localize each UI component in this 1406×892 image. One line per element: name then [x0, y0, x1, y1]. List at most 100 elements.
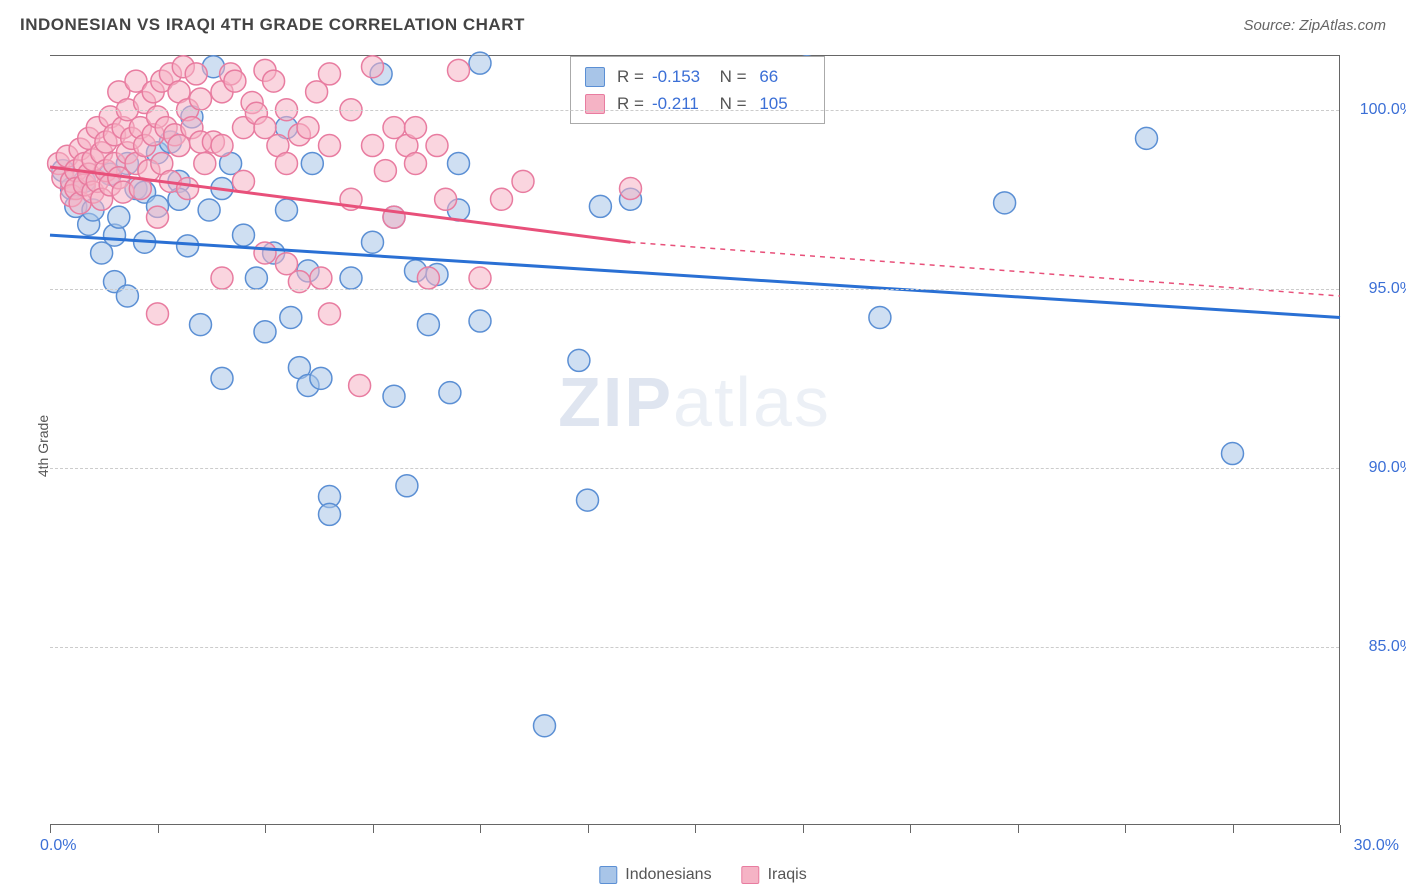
scatter-point	[589, 195, 611, 217]
x-tick	[373, 825, 374, 833]
scatter-point	[319, 63, 341, 85]
scatter-point	[319, 135, 341, 157]
scatter-point	[211, 367, 233, 389]
bottom-legend: Indonesians Iraqis	[599, 866, 806, 884]
scatter-point	[469, 310, 491, 332]
legend-label: Indonesians	[625, 866, 711, 884]
x-tick	[1018, 825, 1019, 833]
scatter-point	[417, 314, 439, 336]
scatter-point	[233, 224, 255, 246]
scatter-point	[108, 206, 130, 228]
x-tick	[50, 825, 51, 833]
scatter-point	[362, 231, 384, 253]
scatter-point	[349, 374, 371, 396]
scatter-point	[994, 192, 1016, 214]
legend-label: Iraqis	[768, 866, 807, 884]
scatter-point	[435, 188, 457, 210]
x-tick	[480, 825, 481, 833]
stat-n-value: 66	[755, 63, 810, 90]
scatter-point	[426, 135, 448, 157]
legend-swatch-icon	[599, 866, 617, 884]
scatter-point	[310, 367, 332, 389]
scatter-point	[396, 475, 418, 497]
x-tick	[158, 825, 159, 833]
scatter-point	[190, 314, 212, 336]
scatter-point	[869, 306, 891, 328]
scatter-point	[211, 135, 233, 157]
chart-header: INDONESIAN VS IRAQI 4TH GRADE CORRELATIO…	[20, 15, 1386, 35]
x-tick	[265, 825, 266, 833]
scatter-point	[301, 152, 323, 174]
scatter-point	[254, 321, 276, 343]
gridline-h	[50, 110, 1339, 111]
scatter-point	[469, 52, 491, 74]
y-tick-label: 85.0%	[1349, 638, 1406, 656]
scatter-point	[448, 59, 470, 81]
scatter-point	[362, 135, 384, 157]
scatter-point	[512, 170, 534, 192]
scatter-point	[340, 267, 362, 289]
stat-r-label: R =	[617, 63, 644, 90]
scatter-point	[185, 63, 207, 85]
y-tick-label: 90.0%	[1349, 459, 1406, 477]
scatter-point	[245, 267, 267, 289]
scatter-point	[198, 199, 220, 221]
chart-title: INDONESIAN VS IRAQI 4TH GRADE CORRELATIO…	[20, 15, 525, 35]
stats-legend-box: R = -0.153 N = 66R =-0.211 N = 105	[570, 56, 825, 124]
scatter-point	[147, 206, 169, 228]
y-axis-label: 4th Grade	[35, 415, 51, 477]
scatter-point	[417, 267, 439, 289]
scatter-point	[310, 267, 332, 289]
x-axis-min-label: 0.0%	[40, 837, 76, 855]
gridline-h	[50, 647, 1339, 648]
y-tick-label: 95.0%	[1349, 280, 1406, 298]
stat-n-label: N =	[715, 90, 747, 117]
scatter-point	[276, 199, 298, 221]
stats-swatch-icon	[585, 67, 605, 87]
x-axis-max-label: 30.0%	[1354, 837, 1399, 855]
scatter-point	[233, 170, 255, 192]
scatter-point	[383, 385, 405, 407]
stats-row: R = -0.153 N = 66	[585, 63, 810, 90]
scatter-point	[297, 117, 319, 139]
scatter-point	[469, 267, 491, 289]
scatter-point	[491, 188, 513, 210]
x-tick	[588, 825, 589, 833]
scatter-point	[405, 152, 427, 174]
x-tick	[803, 825, 804, 833]
scatter-point	[362, 56, 384, 78]
scatter-point	[405, 117, 427, 139]
scatter-point	[448, 152, 470, 174]
legend-item: Iraqis	[742, 866, 807, 884]
scatter-point	[147, 303, 169, 325]
chart-source: Source: ZipAtlas.com	[1243, 17, 1386, 34]
scatter-point	[194, 152, 216, 174]
stats-swatch-icon	[585, 94, 605, 114]
scatter-point	[1222, 443, 1244, 465]
x-tick	[910, 825, 911, 833]
stat-n-label: N =	[715, 63, 747, 90]
stats-row: R =-0.211 N = 105	[585, 90, 810, 117]
scatter-point	[620, 178, 642, 200]
gridline-h	[50, 289, 1339, 290]
scatter-point	[568, 349, 590, 371]
x-tick	[1125, 825, 1126, 833]
scatter-point	[319, 303, 341, 325]
scatter-point	[439, 382, 461, 404]
scatter-point	[276, 152, 298, 174]
regression-line	[50, 167, 631, 242]
legend-item: Indonesians	[599, 866, 711, 884]
scatter-point	[280, 306, 302, 328]
stat-r-label: R =	[617, 90, 644, 117]
stat-n-value: 105	[755, 90, 810, 117]
scatter-point	[211, 267, 233, 289]
legend-swatch-icon	[742, 866, 760, 884]
chart-plot-area: ZIPatlas R =-0.153 N = 66R =-0.211 N = 1…	[50, 55, 1340, 825]
scatter-point	[190, 88, 212, 110]
scatter-point	[224, 70, 246, 92]
y-tick-label: 100.0%	[1349, 101, 1406, 119]
stat-r-value: -0.153	[652, 63, 707, 90]
scatter-point	[577, 489, 599, 511]
x-tick	[695, 825, 696, 833]
scatter-point	[177, 178, 199, 200]
